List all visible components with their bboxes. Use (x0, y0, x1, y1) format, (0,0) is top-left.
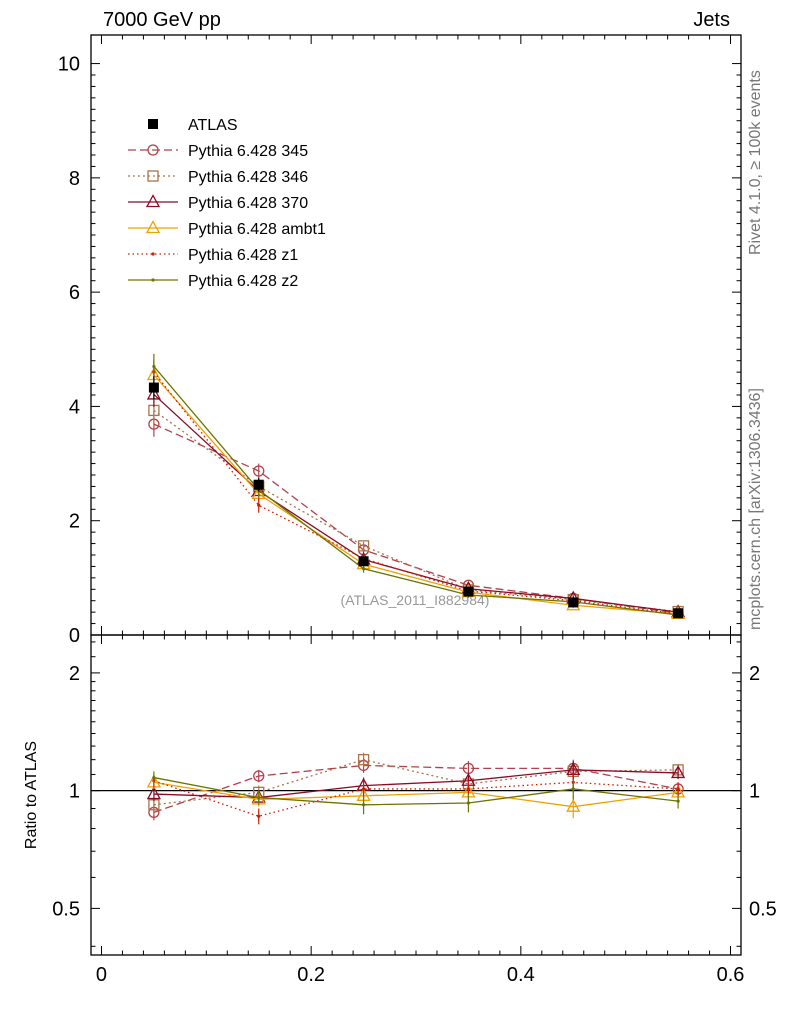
ratio-y-tick-label: 2 (69, 663, 80, 685)
ratio-point-z2 (257, 795, 261, 800)
legend-entry-p370: Pythia 6.428 370 (188, 195, 308, 212)
ratio-y-tick-label: 0.5 (52, 898, 80, 920)
ratio-series-line-ambt1 (153, 781, 679, 808)
ratio-y-axis-label: Ratio to ATLAS (23, 741, 40, 849)
main-point-atlas (358, 556, 369, 567)
ratio-series-line-z2 (153, 776, 679, 806)
y-tick-label: 2 (69, 511, 80, 533)
ratio-point-p370 (671, 765, 686, 779)
legend-entry-atlas: ATLAS (188, 117, 238, 134)
main-point-z2 (361, 567, 366, 571)
ratio-point-z1 (676, 787, 680, 791)
ratio-point-p370 (146, 786, 161, 800)
ratio-y-tick-label-right: 2 (749, 663, 760, 685)
legend-marker-p346 (147, 170, 159, 182)
ratio-point-z1 (361, 787, 366, 791)
legend-marker-p345 (147, 144, 159, 156)
ratio-point-z1 (257, 814, 261, 818)
ratio-point-z2 (571, 787, 575, 791)
legend-entry-ambt1: Pythia 6.428 ambt1 (188, 221, 326, 238)
main-point-atlas (463, 586, 474, 597)
analysis-watermark: (ATLAS_2011_I882984) (341, 592, 490, 608)
ratio-y-tick-label: 1 (69, 781, 80, 803)
ratio-y-tick-label-right: 0.5 (749, 898, 777, 920)
plot-category: Jets (693, 9, 730, 31)
ratio-point-z2 (466, 801, 471, 805)
y-tick-label: 0 (69, 625, 80, 647)
legend-marker-atlas (148, 119, 158, 129)
x-tick-label: 0 (96, 964, 107, 986)
legend-marker-z2 (151, 278, 155, 282)
legend-entry-z1: Pythia 6.428 z1 (188, 247, 298, 264)
ratio-point-ambt1 (566, 798, 581, 812)
ratio-point-z2 (676, 799, 680, 803)
x-tick-label: 0.6 (717, 964, 745, 986)
legend-entry-p345: Pythia 6.428 345 (188, 143, 308, 160)
legend-marker-p370 (145, 194, 161, 208)
ratio-point-p346 (357, 754, 370, 766)
main-series-line-p345 (153, 423, 679, 614)
main-point-atlas (148, 382, 159, 393)
main-point-atlas (568, 597, 579, 608)
ratio-point-z2 (152, 775, 156, 780)
main-series-line-p370 (153, 393, 679, 613)
legend-entry-p346: Pythia 6.428 346 (188, 169, 308, 186)
y-tick-label: 8 (69, 168, 80, 190)
x-tick-label: 0.4 (507, 964, 535, 986)
main-point-p346 (357, 540, 370, 552)
main-series-line-ambt1 (153, 374, 679, 615)
ratio-series-line-p346 (153, 759, 679, 806)
ratio-point-z1 (466, 787, 471, 791)
legend-entry-z2: Pythia 6.428 z2 (188, 273, 298, 290)
y-tick-label: 4 (69, 396, 80, 418)
ratio-point-p345 (253, 770, 265, 782)
ratio-series-line-p345 (153, 764, 679, 813)
ratio-point-z2 (361, 803, 366, 807)
ratio-series-line-z1 (153, 780, 679, 817)
plot-title: 7000 GeV pp (103, 9, 221, 31)
main-point-p345 (253, 465, 265, 477)
main-point-atlas (253, 479, 264, 490)
y-tick-label: 6 (69, 282, 80, 304)
legend-marker-z1 (151, 252, 155, 256)
main-point-atlas (673, 608, 684, 619)
main-point-z1 (257, 503, 261, 507)
main-series-line-z2 (153, 366, 679, 616)
legend-marker-ambt1 (145, 220, 161, 234)
y-tick-label: 10 (58, 54, 80, 76)
x-tick-label: 0.2 (297, 964, 325, 986)
main-series-line-p346 (153, 409, 679, 613)
ratio-y-tick-label-right: 1 (749, 781, 760, 803)
main-point-z2 (152, 364, 156, 369)
